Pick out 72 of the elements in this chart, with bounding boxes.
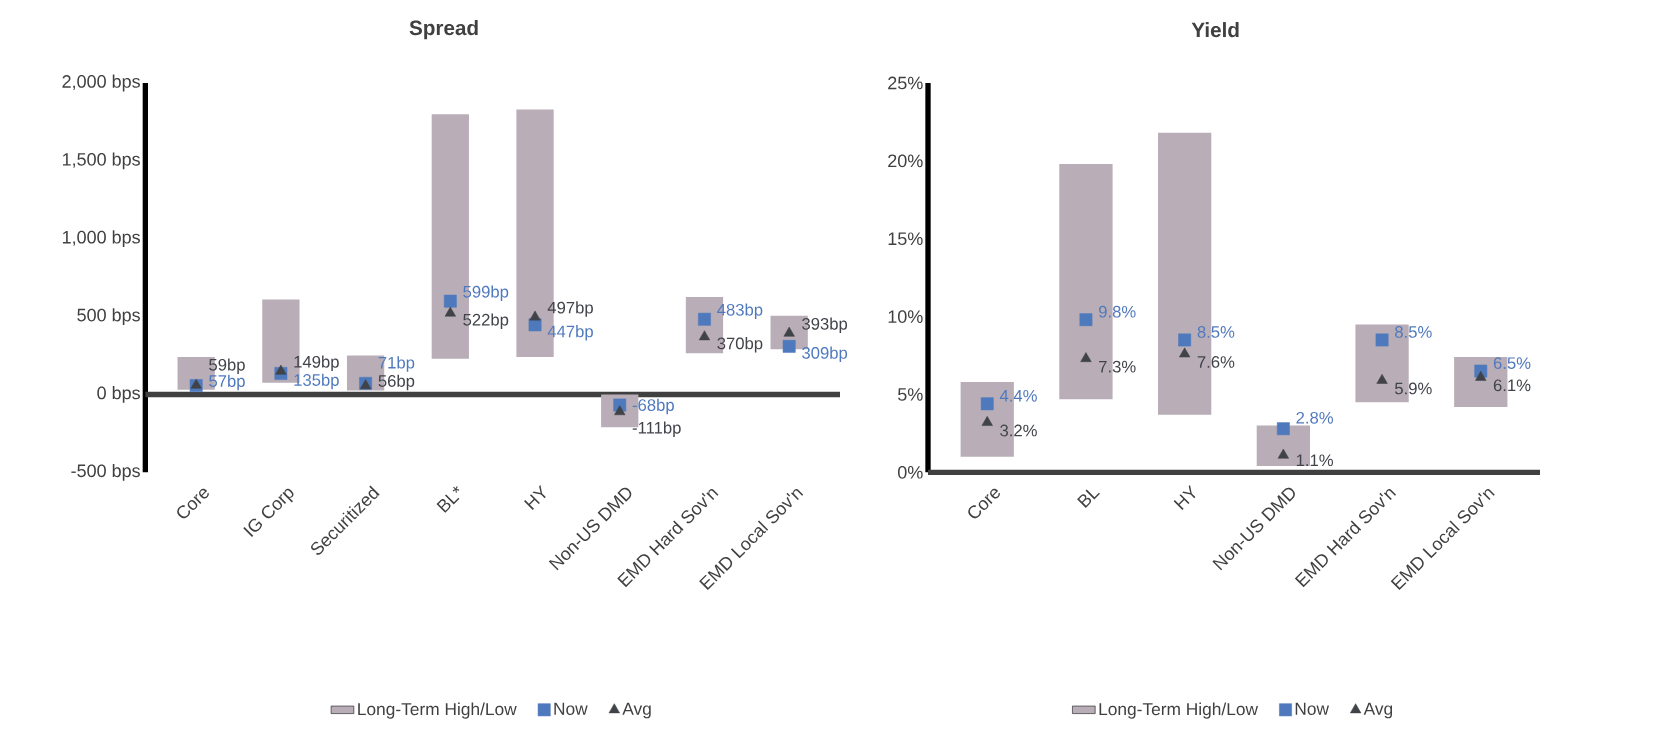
y-tick-label: 20%: [888, 154, 923, 168]
data-label: 6.1%: [1493, 379, 1531, 392]
legend-label: Long-Term High/Low: [358, 702, 517, 719]
legend-label: Long-Term High/Low: [1099, 702, 1259, 719]
chart-title: Yield: [1191, 22, 1239, 38]
data-label: 497bp: [547, 301, 593, 317]
x-tick-label: HY: [524, 484, 546, 511]
data-label: 483bp: [717, 303, 763, 319]
data-label: 7.3%: [1099, 360, 1136, 373]
y-tick-label: 25%: [888, 76, 923, 90]
point: [444, 306, 456, 317]
point: [1376, 374, 1388, 384]
y-tick-label: 1,000 bps: [62, 230, 140, 248]
point: [698, 312, 711, 326]
point: [1079, 313, 1093, 327]
point: [614, 405, 626, 416]
data-label: 56bp: [378, 374, 415, 391]
data-label: 57bp: [209, 374, 245, 391]
y-tick-label: 1,500 bps: [62, 152, 140, 170]
y-tick-label: -500 bps: [71, 463, 140, 481]
point: [1375, 333, 1389, 347]
data-label: 2.8%: [1296, 411, 1334, 424]
data-label: -111bp: [632, 421, 681, 437]
point: [1277, 448, 1289, 459]
legend-label: Avg: [622, 702, 651, 719]
point: [529, 310, 541, 321]
data-label: 7.6%: [1197, 356, 1235, 368]
point: [783, 326, 795, 337]
point: [1276, 422, 1290, 436]
data-label: 599bp: [463, 285, 509, 301]
point: [698, 330, 711, 341]
point: [782, 339, 796, 353]
data-label: 370bp: [717, 337, 763, 353]
data-label: 8.5%: [1395, 326, 1432, 338]
data-label: 149bp: [294, 355, 339, 372]
x-tick-label: BL: [1077, 489, 1100, 508]
data-label: 1.1%: [1296, 454, 1334, 467]
data-label: 8.5%: [1197, 326, 1235, 338]
data-label: 4.4%: [999, 389, 1037, 402]
legend-label: Now: [554, 702, 588, 715]
y-tick-label: 0 bps: [97, 386, 140, 403]
data-label: 447bp: [547, 325, 593, 341]
data-label: 9.8%: [1098, 305, 1136, 318]
data-label: 5.9%: [1395, 382, 1432, 395]
legend-label: Now: [1295, 702, 1330, 715]
data-label: 6.5%: [1493, 357, 1531, 369]
point: [1475, 370, 1487, 381]
y-tick-label: 2,000 bps: [62, 74, 140, 92]
data-label: 393bp: [802, 317, 848, 334]
x-tick-label: BL*: [436, 486, 460, 513]
point: [275, 364, 287, 375]
y-tick-label: 0%: [897, 465, 923, 479]
point: [1178, 333, 1192, 347]
data-label: 3.2%: [1000, 424, 1037, 437]
data-label: 522bp: [463, 313, 509, 329]
y-tick-label: 5%: [897, 388, 923, 401]
y-tick-label: 10%: [888, 310, 923, 323]
data-label: -68bp: [632, 398, 674, 415]
legend-label: Avg: [1363, 702, 1393, 719]
y-tick-label: 15%: [888, 232, 923, 246]
chart-title: Spread: [409, 20, 478, 40]
data-label: 71bp: [378, 356, 415, 372]
point: [1080, 352, 1092, 362]
point: [443, 294, 457, 308]
point: [981, 416, 993, 426]
y-tick-label: 500 bps: [77, 308, 140, 325]
data-label: 135bp: [294, 373, 339, 390]
point: [980, 397, 994, 411]
point: [1179, 347, 1191, 358]
data-label: 59bp: [209, 358, 245, 374]
x-tick-label: HY: [1173, 484, 1196, 511]
data-label: 309bp: [802, 346, 848, 363]
